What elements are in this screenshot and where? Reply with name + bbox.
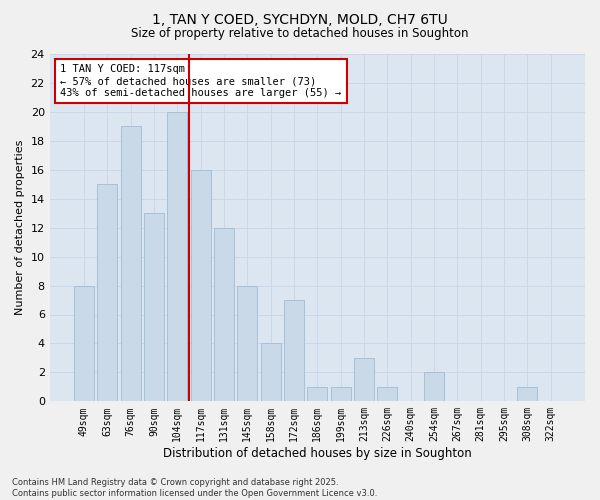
Text: 1, TAN Y COED, SYCHDYN, MOLD, CH7 6TU: 1, TAN Y COED, SYCHDYN, MOLD, CH7 6TU <box>152 12 448 26</box>
Bar <box>331 387 350 402</box>
Bar <box>517 387 538 402</box>
Bar <box>424 372 444 402</box>
Y-axis label: Number of detached properties: Number of detached properties <box>15 140 25 316</box>
Text: Contains HM Land Registry data © Crown copyright and database right 2025.
Contai: Contains HM Land Registry data © Crown c… <box>12 478 377 498</box>
X-axis label: Distribution of detached houses by size in Soughton: Distribution of detached houses by size … <box>163 447 472 460</box>
Bar <box>214 228 234 402</box>
Bar <box>191 170 211 402</box>
Bar <box>354 358 374 402</box>
Bar <box>74 286 94 402</box>
Bar <box>307 387 327 402</box>
Text: Size of property relative to detached houses in Soughton: Size of property relative to detached ho… <box>131 28 469 40</box>
Bar <box>377 387 397 402</box>
Text: 1 TAN Y COED: 117sqm
← 57% of detached houses are smaller (73)
43% of semi-detac: 1 TAN Y COED: 117sqm ← 57% of detached h… <box>61 64 341 98</box>
Bar <box>284 300 304 402</box>
Bar <box>238 286 257 402</box>
Bar <box>121 126 140 402</box>
Bar <box>97 184 117 402</box>
Bar <box>261 344 281 402</box>
Bar <box>167 112 187 402</box>
Bar <box>144 213 164 402</box>
